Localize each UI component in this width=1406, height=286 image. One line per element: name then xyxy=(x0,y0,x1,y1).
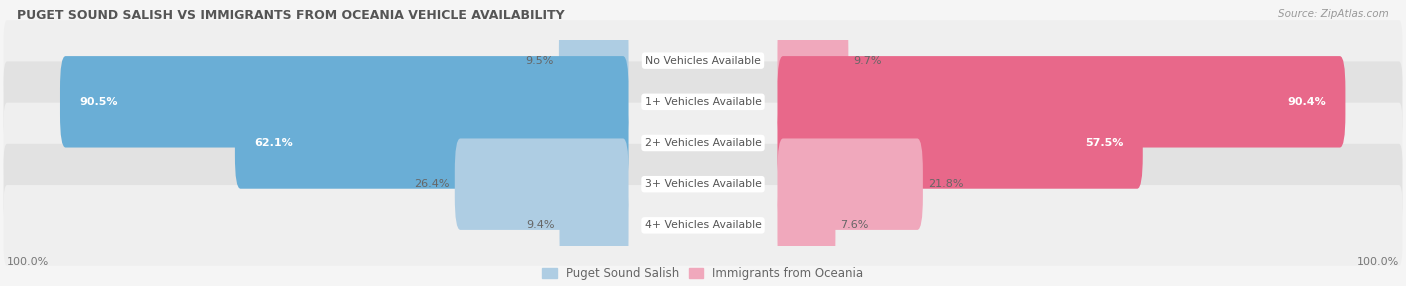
FancyBboxPatch shape xyxy=(778,138,922,230)
FancyBboxPatch shape xyxy=(560,180,628,271)
FancyBboxPatch shape xyxy=(778,97,1143,189)
Text: 57.5%: 57.5% xyxy=(1085,138,1123,148)
Text: 7.6%: 7.6% xyxy=(841,221,869,230)
FancyBboxPatch shape xyxy=(4,103,1402,183)
FancyBboxPatch shape xyxy=(778,15,848,106)
Text: 21.8%: 21.8% xyxy=(928,179,963,189)
FancyBboxPatch shape xyxy=(4,20,1402,101)
Text: PUGET SOUND SALISH VS IMMIGRANTS FROM OCEANIA VEHICLE AVAILABILITY: PUGET SOUND SALISH VS IMMIGRANTS FROM OC… xyxy=(17,9,564,21)
Text: 9.5%: 9.5% xyxy=(526,56,554,65)
Text: 90.4%: 90.4% xyxy=(1286,97,1326,107)
Text: Source: ZipAtlas.com: Source: ZipAtlas.com xyxy=(1278,9,1389,19)
Text: 100.0%: 100.0% xyxy=(7,257,49,267)
Text: 9.4%: 9.4% xyxy=(526,221,554,230)
Text: 90.5%: 90.5% xyxy=(80,97,118,107)
FancyBboxPatch shape xyxy=(4,61,1402,142)
Text: 3+ Vehicles Available: 3+ Vehicles Available xyxy=(644,179,762,189)
Text: 1+ Vehicles Available: 1+ Vehicles Available xyxy=(644,97,762,107)
FancyBboxPatch shape xyxy=(235,97,628,189)
FancyBboxPatch shape xyxy=(778,56,1346,148)
Text: 26.4%: 26.4% xyxy=(415,179,450,189)
FancyBboxPatch shape xyxy=(60,56,628,148)
FancyBboxPatch shape xyxy=(4,144,1402,225)
Text: 2+ Vehicles Available: 2+ Vehicles Available xyxy=(644,138,762,148)
FancyBboxPatch shape xyxy=(4,185,1402,266)
Text: 4+ Vehicles Available: 4+ Vehicles Available xyxy=(644,221,762,230)
Text: No Vehicles Available: No Vehicles Available xyxy=(645,56,761,65)
FancyBboxPatch shape xyxy=(558,15,628,106)
Text: 62.1%: 62.1% xyxy=(254,138,292,148)
FancyBboxPatch shape xyxy=(454,138,628,230)
Text: 9.7%: 9.7% xyxy=(853,56,882,65)
Legend: Puget Sound Salish, Immigrants from Oceania: Puget Sound Salish, Immigrants from Ocea… xyxy=(543,267,863,280)
FancyBboxPatch shape xyxy=(778,180,835,271)
Text: 100.0%: 100.0% xyxy=(1357,257,1399,267)
